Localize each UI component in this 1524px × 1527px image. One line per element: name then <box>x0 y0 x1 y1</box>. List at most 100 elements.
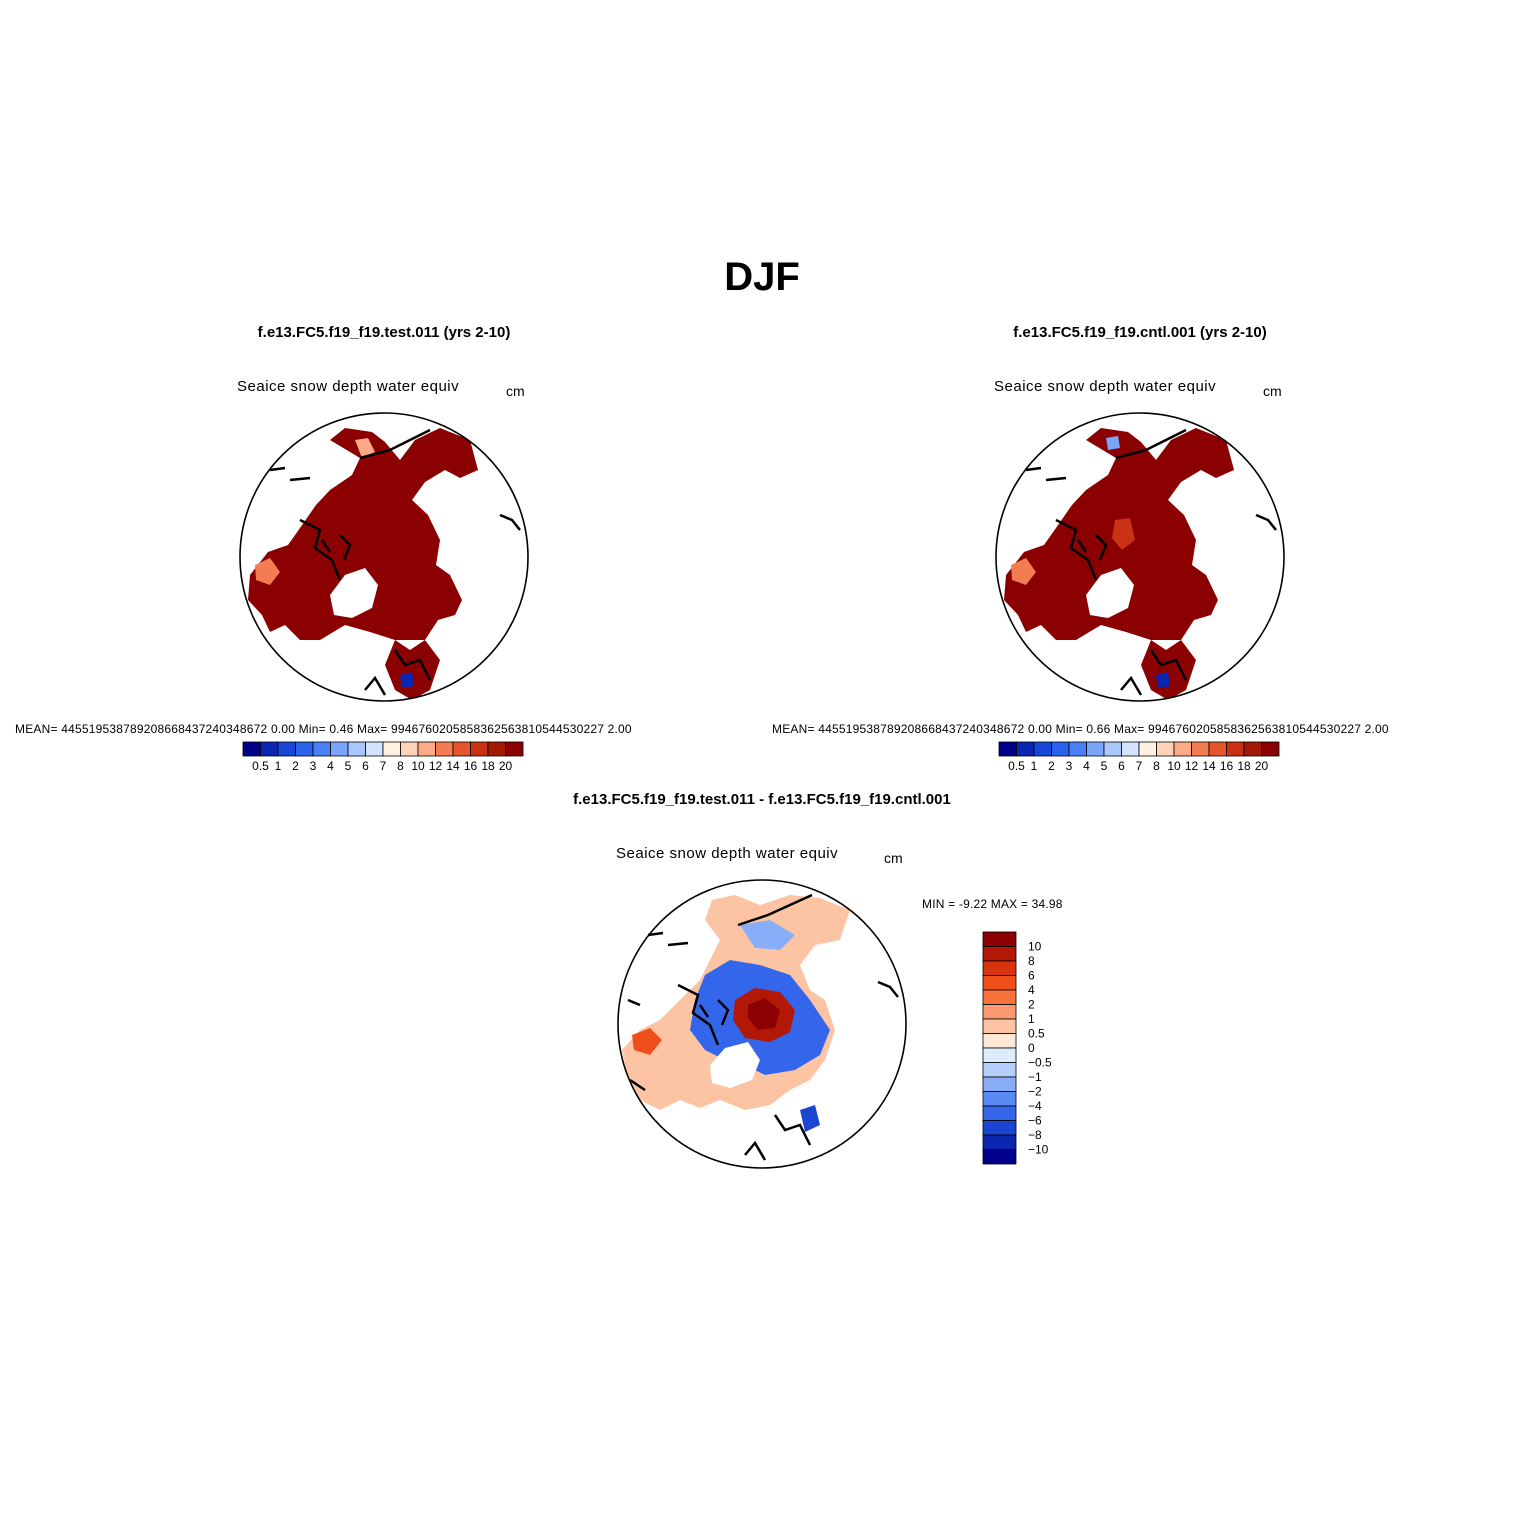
panel-1-colorbar-label: 10 <box>411 759 425 773</box>
panel-2-colorbar-box <box>998 741 1017 757</box>
panel-3-colorbar-box <box>982 1091 1017 1107</box>
panel-2-units-label: cm <box>1263 383 1282 399</box>
panel-3-boundary-circle <box>617 879 907 1169</box>
panel-1-coastlines <box>269 428 521 696</box>
panel-1-colorbar-box <box>260 741 279 757</box>
panel-1-colorbar-label: 16 <box>464 759 478 773</box>
panel-3-colorbar-label: −2 <box>1028 1085 1042 1099</box>
panel-3-units-label: cm <box>884 850 903 866</box>
panel-1-colorbar-box <box>365 741 384 757</box>
panel-1-colorbar-label: 12 <box>429 759 443 773</box>
panel-2-blue-patch <box>1106 436 1120 450</box>
panel-3-colorbar-label: 0 <box>1028 1041 1035 1055</box>
panel-2-colorbar-label: 8 <box>1153 759 1160 773</box>
panel-2-colorbar-box <box>1103 741 1122 757</box>
panel-3-colorbar-box <box>982 960 1017 976</box>
panel-2-colorbar-box <box>1086 741 1105 757</box>
panel-2-colorbar-label: 7 <box>1136 759 1143 773</box>
panel-2-colorbar-label: 18 <box>1237 759 1251 773</box>
panel-1-map <box>239 412 529 702</box>
panel-1-light-patch <box>355 438 375 458</box>
panel-3-colorbar-label: −10 <box>1028 1143 1049 1157</box>
panel-2-colorbar: 0.5 1 2 3 4 5 6 7 8 10 12 14 16 18 20 <box>998 741 1280 773</box>
panel-3-colorbar-box <box>982 1047 1017 1063</box>
panel-2-blue-patch <box>1156 672 1170 688</box>
panel-2-colorbar-box <box>1156 741 1175 757</box>
panel-3-colorbar-box <box>982 1120 1017 1136</box>
panel-1-colorbar-box <box>435 741 454 757</box>
panel-3-variable-label: Seaice snow depth water equiv <box>616 845 839 862</box>
panel-3-colorbar-label: 1 <box>1028 1012 1035 1026</box>
panel-2-coastlines <box>1025 428 1277 696</box>
panel-3-colorbar-label: −6 <box>1028 1114 1042 1128</box>
panel-3-colorbar-label: 6 <box>1028 969 1035 983</box>
panel-2-colorbar-box <box>1016 741 1035 757</box>
panel-2-colorbar-label: 12 <box>1185 759 1199 773</box>
panel-2-hudson-bay-gap <box>1086 568 1134 618</box>
panel-2-light-patch <box>1112 518 1135 550</box>
panel-1-colorbar-label: 7 <box>380 759 387 773</box>
panel-2-colorbar-box <box>1051 741 1070 757</box>
panel-2-colorbar-box <box>1226 741 1245 757</box>
panel-1-colorbar-box <box>312 741 331 757</box>
panel-3-colorbar-box <box>982 946 1017 962</box>
panel-3-blue-field <box>740 920 795 950</box>
panel-3-red-core-center <box>748 998 780 1030</box>
panel-2-colorbar-box <box>1191 741 1210 757</box>
panel-1-sea-ice-field <box>248 428 478 640</box>
panel-1-colorbar-box <box>452 741 471 757</box>
panel-1-light-patch <box>255 558 280 585</box>
panel-1-colorbar-box <box>417 741 436 757</box>
panel-2-colorbar-label: 3 <box>1066 759 1073 773</box>
panel-1-colorbar-label: 20 <box>499 759 513 773</box>
panel-1-colorbar-label: 4 <box>327 759 334 773</box>
panel-2-colorbar-label: 16 <box>1220 759 1234 773</box>
panel-3-colorbar-box <box>982 989 1017 1005</box>
panel-2-stats: MEAN= 445519538789208668437240348672 0.0… <box>772 722 1389 736</box>
panel-3-colorbar-label: −4 <box>1028 1099 1042 1113</box>
panel-2-colorbar-box <box>1138 741 1157 757</box>
panel-1-colorbar-box <box>277 741 296 757</box>
panel-1-colorbar-box <box>505 741 524 757</box>
panel-2-colorbar-box <box>1243 741 1262 757</box>
panel-3-colorbar-label: 10 <box>1028 940 1042 954</box>
panel-3-colorbar-label: −8 <box>1028 1128 1042 1142</box>
panel-3-colorbar-box <box>982 975 1017 991</box>
panel-3-colorbar-box <box>982 1105 1017 1121</box>
panel-1-colorbar-box <box>330 741 349 757</box>
panel-2-boundary-circle <box>995 412 1285 702</box>
panel-2-case-title: f.e13.FC5.f19_f19.cntl.001 (yrs 2-10) <box>1013 324 1267 341</box>
panel-1-colorbar-label: 5 <box>345 759 352 773</box>
panel-3-colorbar-label: −1 <box>1028 1070 1042 1084</box>
panel-3-colorbar-box <box>982 1062 1017 1078</box>
panel-1-colorbar: 0.5 1 2 3 4 5 6 7 8 10 12 14 16 18 20 <box>242 741 524 773</box>
panel-1-blue-patch <box>400 672 414 688</box>
panel-1-colorbar-box <box>382 741 401 757</box>
panel-3-colorbar-box <box>982 1076 1017 1092</box>
panel-2-colorbar-label: 10 <box>1167 759 1181 773</box>
figure-title: DJF <box>724 255 800 299</box>
panel-1-colorbar-label: 3 <box>310 759 317 773</box>
panel-1-colorbar-box <box>470 741 489 757</box>
panel-2-light-patch <box>1011 558 1036 585</box>
panel-1-colorbar-label: 0.5 <box>252 759 269 773</box>
panel-3-map <box>617 879 907 1169</box>
panel-3-colorbar-label: 8 <box>1028 954 1035 968</box>
panel-3-colorbar-label: 4 <box>1028 983 1035 997</box>
panel-3-coastlines <box>627 893 899 1161</box>
panel-1-colorbar-box <box>347 741 366 757</box>
panel-3-blue-patch <box>800 1105 820 1132</box>
panel-2-colorbar-label: 4 <box>1083 759 1090 773</box>
panel-2-map <box>995 412 1285 702</box>
panel-3-colorbar-label: 2 <box>1028 998 1035 1012</box>
panel-2-colorbar-label: 1 <box>1031 759 1038 773</box>
panel-3-case-title: f.e13.FC5.f19_f19.test.011 - f.e13.FC5.f… <box>573 791 951 808</box>
panel-3-colorbar-box <box>982 1004 1017 1020</box>
panel-1-colorbar-box <box>400 741 419 757</box>
panel-2-colorbar-label: 14 <box>1202 759 1216 773</box>
panel-2-colorbar-label: 20 <box>1255 759 1269 773</box>
panel-2-colorbar-label: 2 <box>1048 759 1055 773</box>
panel-2-colorbar-label: 6 <box>1118 759 1125 773</box>
